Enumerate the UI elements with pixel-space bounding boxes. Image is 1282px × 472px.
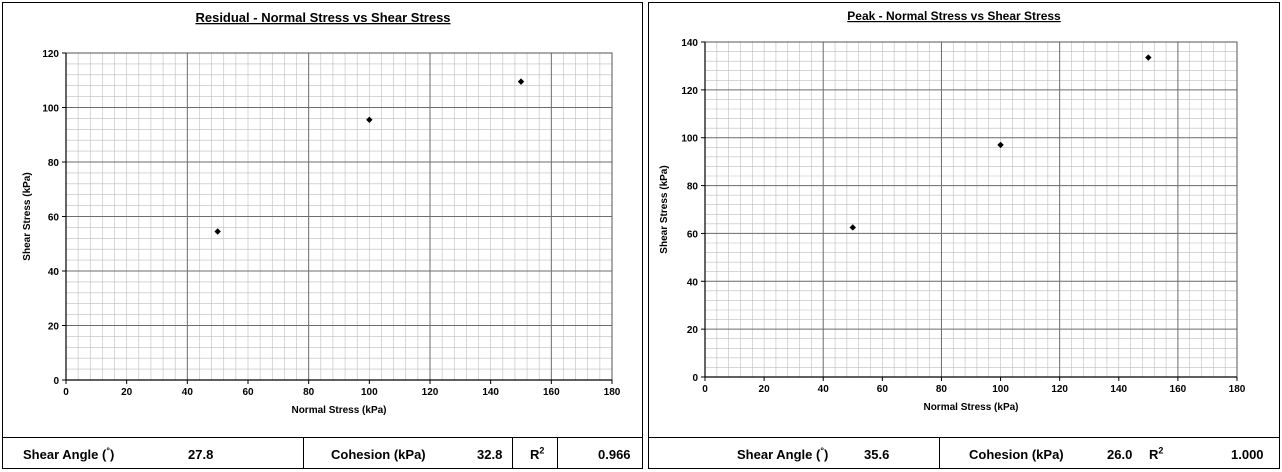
y-tick-label: 100 (681, 134, 698, 145)
x-tick-label: 20 (121, 387, 133, 398)
y-tick-label: 80 (48, 158, 60, 169)
data-point (517, 78, 525, 85)
summary-divider (557, 438, 558, 468)
r2-value: 1.000 (1231, 447, 1264, 462)
x-tick-label: 180 (1229, 384, 1246, 395)
data-point (997, 141, 1004, 149)
residual-summary: Shear Angle (°) 27.8 Cohesion (kPa) 32.8… (3, 437, 642, 468)
peak-summary: Shear Angle (°) 35.6 Cohesion (kPa) 26.0… (649, 437, 1279, 468)
cohesion-label: Cohesion (kPa) (969, 447, 1064, 462)
x-tick-label: 100 (992, 384, 1009, 395)
y-tick-label: 20 (687, 325, 699, 336)
peak-panel: 0 20 40 60 80 100 120 140 160 180 0 20 40 60 80 100 120 1… (648, 2, 1280, 469)
y-tick-label: 140 (681, 38, 698, 49)
x-tick-label: 120 (422, 387, 439, 398)
y-tick-label: 100 (42, 104, 59, 115)
chart-title: Peak - Normal Stress vs Shear Stress (847, 9, 1061, 23)
residual-panel: 0 20 40 60 80 100 120 140 160 180 0 20 40 60 80 100 120 R… (2, 2, 643, 469)
x-tick-label: 0 (702, 384, 708, 395)
x-tick-label: 100 (361, 387, 378, 398)
y-tick-label: 60 (687, 229, 699, 240)
y-tick-label: 40 (48, 267, 60, 278)
y-tick-label: 80 (687, 182, 699, 193)
major-grid (65, 52, 612, 381)
x-tick-label: 80 (303, 387, 315, 398)
cohesion-value: 32.8 (477, 447, 503, 462)
y-tick-label: 0 (692, 373, 698, 384)
y-axis-title: Shear Stress (kPa) (659, 165, 670, 253)
x-axis-title: Normal Stress (kPa) (291, 405, 386, 416)
x-tick-label: 40 (818, 384, 830, 395)
y-tick-label: 120 (681, 86, 698, 97)
r2-label: R2 (1149, 445, 1164, 462)
summary-divider (512, 438, 513, 468)
x-tick-label: 140 (482, 387, 499, 398)
plot-area (704, 41, 1238, 378)
residual-chart: 0 20 40 60 80 100 120 140 160 180 0 20 40 60 80 100 120 R… (22, 10, 621, 416)
x-tick-label: 60 (877, 384, 889, 395)
x-tick-label: 160 (543, 387, 560, 398)
summary-divider (303, 438, 304, 468)
minor-grid (704, 41, 1238, 378)
summary-divider (939, 438, 940, 468)
shear-angle-value: 27.8 (188, 447, 214, 462)
x-tick-label: 0 (63, 387, 69, 398)
y-tick-label: 120 (42, 49, 59, 60)
shear-angle-value: 35.6 (864, 447, 890, 462)
y-tick-label: 20 (48, 322, 60, 333)
shear-angle-label: Shear Angle (°) (737, 445, 829, 462)
x-tick-label: 120 (1051, 384, 1068, 395)
chart-title: Residual - Normal Stress vs Shear Stress (195, 10, 450, 25)
x-tick-label: 80 (936, 384, 948, 395)
y-tick-label: 40 (687, 277, 699, 288)
x-tick-label: 180 (604, 387, 621, 398)
y-tick-label: 0 (53, 376, 59, 387)
data-point (214, 228, 221, 235)
x-tick-label: 20 (759, 384, 771, 395)
shear-angle-label: Shear Angle (°) (23, 445, 115, 462)
x-tick-label: 40 (182, 387, 194, 398)
x-tick-label: 140 (1110, 384, 1127, 395)
y-axis-title: Shear Stress (kPa) (22, 172, 33, 260)
peak-chart: 0 20 40 60 80 100 120 140 160 180 0 20 40 60 80 100 120 1… (659, 9, 1246, 413)
data-point (849, 224, 856, 231)
x-tick-label: 160 (1170, 384, 1187, 395)
data-point (1145, 54, 1152, 61)
major-grid (704, 41, 1237, 378)
data-point (366, 116, 373, 123)
x-tick-label: 60 (242, 387, 254, 398)
x-axis-title: Normal Stress (kPa) (923, 402, 1018, 413)
y-tick-label: 60 (48, 213, 60, 224)
cohesion-value: 26.0 (1107, 447, 1133, 462)
r2-label: R2 (530, 445, 545, 462)
cohesion-label: Cohesion (kPa) (331, 447, 426, 462)
r2-value: 0.966 (598, 447, 631, 462)
